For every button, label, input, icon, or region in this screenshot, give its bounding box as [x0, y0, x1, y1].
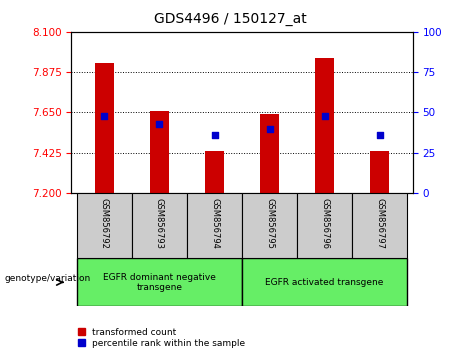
Bar: [297, 193, 352, 258]
Text: GSM856792: GSM856792: [100, 198, 109, 249]
Text: EGFR activated transgene: EGFR activated transgene: [266, 278, 384, 287]
Text: GSM856795: GSM856795: [265, 198, 274, 249]
Bar: [260, 114, 279, 193]
Point: [156, 121, 163, 126]
Bar: [77, 258, 242, 306]
Bar: [315, 58, 334, 193]
Point: [376, 132, 383, 138]
Point: [321, 113, 328, 119]
Text: GSM856797: GSM856797: [375, 198, 384, 249]
Text: GDS4496 / 150127_at: GDS4496 / 150127_at: [154, 12, 307, 27]
Text: GSM856794: GSM856794: [210, 198, 219, 249]
Point: [266, 126, 273, 131]
Bar: [205, 151, 224, 193]
Bar: [242, 258, 407, 306]
Text: GSM856793: GSM856793: [155, 198, 164, 249]
Bar: [370, 151, 389, 193]
Point: [101, 113, 108, 119]
Bar: [150, 110, 169, 193]
Text: genotype/variation: genotype/variation: [5, 274, 91, 283]
Text: EGFR dominant negative
transgene: EGFR dominant negative transgene: [103, 273, 216, 292]
Text: GSM856796: GSM856796: [320, 198, 329, 249]
Bar: [132, 193, 187, 258]
Bar: [95, 63, 114, 193]
Bar: [352, 193, 407, 258]
Bar: [77, 193, 132, 258]
Bar: [187, 193, 242, 258]
Point: [211, 132, 218, 138]
Bar: [242, 193, 297, 258]
Legend: transformed count, percentile rank within the sample: transformed count, percentile rank withi…: [76, 326, 247, 349]
